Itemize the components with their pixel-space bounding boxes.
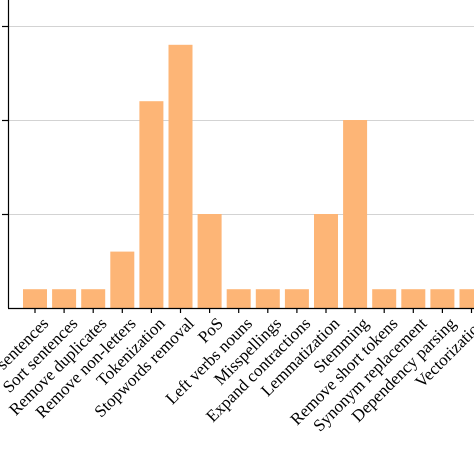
bar-11: [343, 120, 368, 308]
bar-13: [401, 289, 426, 308]
bar-2: [81, 289, 106, 308]
bars: [23, 44, 474, 309]
bar-5: [168, 44, 193, 309]
bar-14: [430, 289, 455, 308]
bar-6: [197, 214, 222, 308]
bar-8: [255, 289, 280, 308]
bar-7: [226, 289, 251, 308]
bar-3: [110, 251, 135, 308]
bar-1: [52, 289, 77, 308]
bar-10: [314, 214, 338, 308]
bar-4: [139, 101, 164, 308]
axes: [2, 0, 474, 313]
bar-9: [284, 289, 309, 308]
bar-12: [372, 289, 397, 308]
bar-15: [459, 289, 474, 308]
bar-0: [23, 289, 47, 308]
grid-lines: [8, 26, 474, 215]
